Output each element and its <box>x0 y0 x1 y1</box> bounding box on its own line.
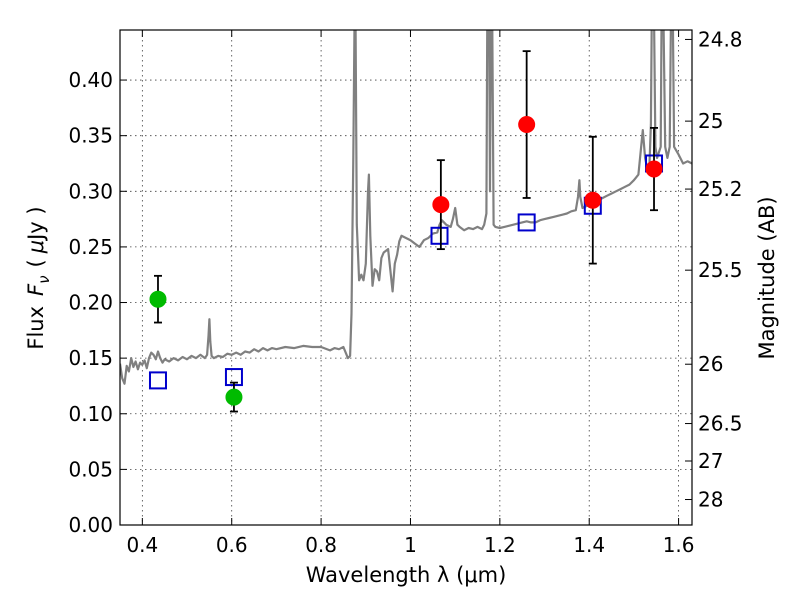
y-tick-label: 0.20 <box>68 291 113 315</box>
y-tick-label: 0.05 <box>68 457 113 481</box>
observed-flux-marker-green <box>149 290 167 308</box>
y-tick-label: 0.15 <box>68 346 113 370</box>
observed-flux-marker-red <box>432 196 450 214</box>
y-axis-label-unit-rest: Jy ) <box>24 206 48 242</box>
y2-tick-label: 25.2 <box>698 177 743 201</box>
observed-flux-marker-green <box>225 388 243 406</box>
y-axis-label-prefix: Flux <box>24 306 48 350</box>
grid <box>120 30 692 525</box>
y2-tick-label: 28 <box>698 488 723 512</box>
tick-layer: 0.4 0.6 0.8 1 1.2 1.4 1.6 0.00 0.05 0.10 0.15 0.20 0… <box>68 27 742 557</box>
x-tick-label: 0.8 <box>305 533 337 557</box>
x-tick-label: 0.6 <box>216 533 248 557</box>
y-axis-label-unit-mu: μ <box>24 240 48 254</box>
y2-tick-label: 25 <box>698 109 723 133</box>
observed-flux-marker-red <box>645 160 663 178</box>
y2-tick-label: 27 <box>698 449 723 473</box>
x-tick-label: 1.4 <box>573 533 605 557</box>
model-photometry-marker <box>148 371 167 390</box>
x-axis-label: Wavelength λ (μm) <box>306 563 507 587</box>
data-layer <box>120 30 692 385</box>
y-axis-label-symbol: F <box>24 283 48 296</box>
y2-tick-label: 26.5 <box>698 412 743 436</box>
observed-flux-marker-red <box>518 116 536 134</box>
x-tick-label: 0.4 <box>126 533 158 557</box>
y2-tick-label: 24.8 <box>698 27 743 51</box>
y-tick-label: 0.40 <box>68 68 113 92</box>
marker-layer <box>148 50 664 413</box>
model-photometry-marker <box>430 226 449 245</box>
y-tick-label: 0.25 <box>68 235 113 259</box>
y-tick-label: 0.35 <box>68 124 113 148</box>
plot-frame <box>119 29 693 526</box>
y-axis-label-subscript: ν <box>35 275 53 283</box>
y-tick-label: 0.10 <box>68 402 113 426</box>
model-spectrum-line <box>120 30 692 385</box>
y2-axis-label: Magnitude (AB) <box>755 196 779 359</box>
x-tick-label: 1.2 <box>484 533 516 557</box>
x-tick-label: 1 <box>404 533 417 557</box>
model-photometry-marker <box>517 213 536 232</box>
y-axis-label-unit-open: ( <box>24 259 48 267</box>
y-tick-label: 0.30 <box>68 179 113 203</box>
y-tick-label: 0.00 <box>68 513 113 537</box>
y-axis-label: Flux Fν ( μJy ) <box>24 206 53 349</box>
y2-tick-label: 26 <box>698 352 723 376</box>
observed-flux-marker-red <box>584 191 602 209</box>
y2-tick-label: 25.5 <box>698 258 743 282</box>
x-tick-label: 1.6 <box>663 533 695 557</box>
